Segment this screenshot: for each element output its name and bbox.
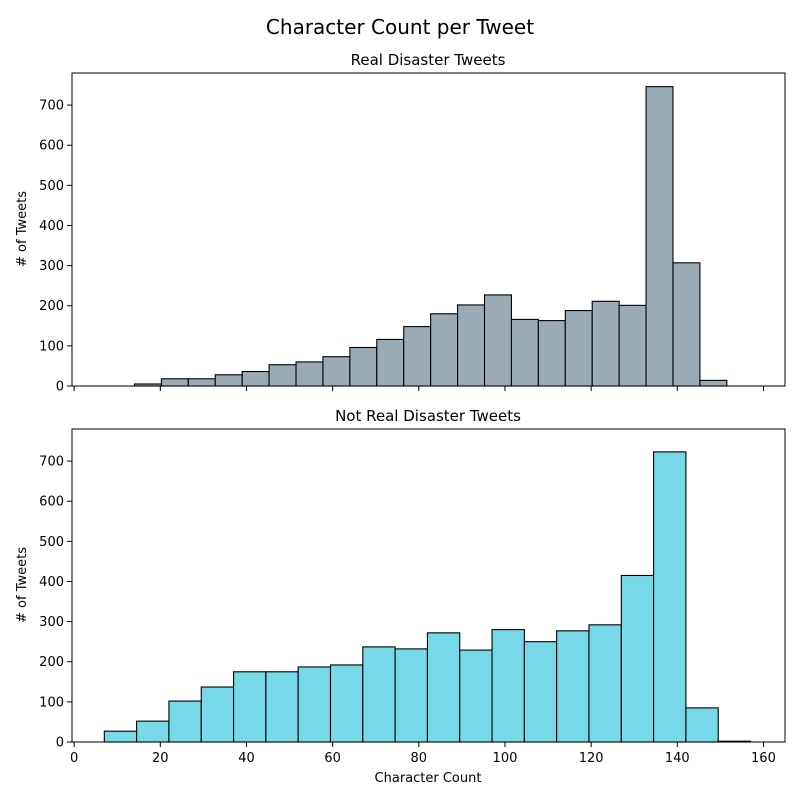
bottom-chart-bar — [394, 648, 428, 743]
top-chart-bar — [430, 313, 459, 387]
top-chart-ytick-label: 400 — [39, 219, 64, 234]
top-chart-bar — [241, 370, 270, 387]
bottom-chart-xtick-label: 0 — [70, 751, 78, 766]
figure-title: Character Count per Tweet — [266, 15, 534, 39]
top-chart-ytick-label: 0 — [56, 380, 64, 395]
top-chart-bar — [295, 361, 324, 387]
bottom-chart-bar — [620, 574, 655, 743]
top-chart-plot: 0 100 200 300 400 500 600 700 — [39, 72, 786, 395]
top-chart-ytick-label: 200 — [39, 299, 64, 314]
bottom-chart-bar — [265, 671, 299, 743]
top-chart-title: Real Disaster Tweets — [351, 51, 506, 69]
bottom-chart-ytick-label: 100 — [39, 695, 64, 710]
bottom-chart-ytick-label: 600 — [39, 495, 64, 510]
bottom-chart-title: Not Real Disaster Tweets — [335, 407, 521, 425]
top-chart-bar — [160, 378, 189, 387]
bottom-chart-xtick-label: 40 — [238, 751, 255, 766]
top-chart-bar — [591, 300, 620, 387]
top-chart-bar — [618, 304, 647, 387]
top-chart-ytick-label: 600 — [39, 139, 64, 154]
bottom-chart-ytick-label: 200 — [39, 655, 64, 670]
top-chart-bar — [510, 318, 539, 387]
bottom-chart-xtick-label: 120 — [579, 751, 604, 766]
top-chart-bar — [457, 304, 486, 387]
top-chart-bar — [376, 338, 405, 387]
top-chart-bar — [268, 364, 297, 387]
top-chart-bar — [187, 378, 216, 387]
bottom-chart-ytick-label: 700 — [39, 455, 64, 470]
bottom-chart-bar — [136, 720, 170, 743]
top-chart-ytick-label: 700 — [39, 99, 64, 114]
bottom-chart-bar — [233, 671, 267, 743]
bottom-chart-xtick-label: 20 — [152, 751, 169, 766]
bottom-chart-bar — [329, 664, 364, 743]
bottom-chart-ytick-label: 300 — [39, 615, 64, 630]
top-chart-bar — [403, 326, 432, 387]
top-chart: Real Disaster Tweets # of Tweets 0 100 200… — [15, 51, 786, 395]
top-chart-bar — [483, 294, 512, 387]
top-chart-bar — [322, 356, 351, 387]
bottom-chart-bar — [362, 646, 396, 743]
bottom-chart-bar — [588, 624, 622, 743]
bottom-chart: Not Real Disaster Tweets # of Tweets Cha… — [15, 407, 786, 786]
bottom-chart-bar — [685, 707, 719, 743]
bottom-chart-bar — [523, 641, 558, 743]
top-chart-bar — [564, 310, 593, 387]
bottom-chart-ytick-label: 500 — [39, 535, 64, 550]
top-chart-ytick-label: 100 — [39, 339, 64, 354]
top-chart-bar — [645, 86, 674, 387]
bottom-chart-bar — [653, 451, 687, 743]
bottom-chart-bar — [459, 649, 493, 743]
bottom-chart-xtick-label: 60 — [324, 751, 341, 766]
bottom-chart-plot: 0 100 200 300 400 500 600 700 0 20 40 60 80 100 120 140… — [39, 428, 786, 766]
bottom-chart-bar — [426, 632, 461, 743]
bottom-chart-bar — [168, 700, 202, 743]
top-chart-bar — [349, 346, 378, 387]
bottom-chart-bar — [200, 686, 235, 743]
bottom-chart-ytick-label: 0 — [56, 736, 64, 751]
bottom-chart-xtick-label: 100 — [493, 751, 518, 766]
bottom-chart-ytick-label: 400 — [39, 575, 64, 590]
bottom-chart-bar — [297, 666, 332, 743]
top-chart-ytick-label: 500 — [39, 179, 64, 194]
top-chart-ytick-label: 300 — [39, 259, 64, 274]
bottom-chart-xtick-label: 160 — [751, 751, 776, 766]
bottom-chart-xlabel: Character Count — [375, 771, 482, 786]
top-chart-bar — [537, 320, 566, 387]
bottom-chart-xtick-label: 80 — [411, 751, 428, 766]
bottom-chart-bar — [103, 730, 138, 743]
bottom-chart-ylabel: # of Tweets — [15, 547, 30, 623]
top-chart-ylabel: # of Tweets — [15, 191, 30, 267]
bottom-chart-bar — [491, 629, 525, 743]
top-chart-bar — [672, 262, 701, 387]
bottom-chart-frame — [71, 428, 786, 743]
top-chart-bar — [214, 374, 243, 387]
top-chart-frame — [71, 72, 786, 387]
bottom-chart-xtick-label: 140 — [665, 751, 690, 766]
top-chart-bar — [699, 379, 728, 387]
bottom-chart-bar — [556, 630, 590, 743]
